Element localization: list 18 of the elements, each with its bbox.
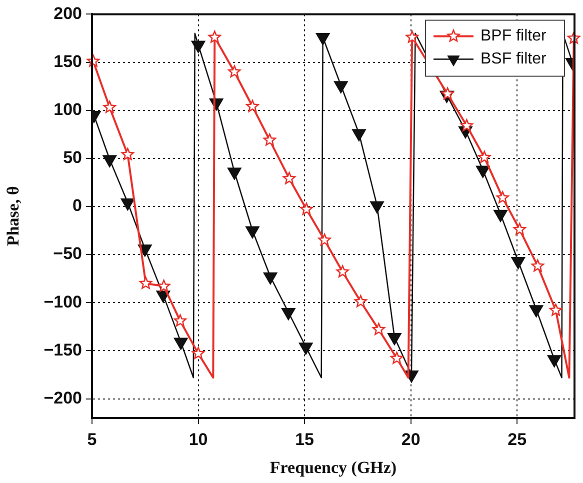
y-tick-label: 150 [54,52,82,71]
legend-label: BSF filter [480,50,547,68]
y-tick-label: 50 [63,148,82,168]
y-tick-label: −150 [44,340,82,360]
y-tick-label: −50 [53,244,82,264]
y-tick-label: −100 [44,292,82,312]
x-tick-label: 25 [508,430,527,449]
x-tick-label: 5 [87,430,97,449]
x-axis-title: Frequency (GHz) [270,458,397,478]
y-tick-label: 200 [54,4,82,23]
legend-label: BPF filter [480,28,547,45]
y-axis-title: Phase, θ [4,186,23,246]
x-tick-label: 15 [295,430,314,449]
y-tick-label: −200 [44,388,82,408]
y-tick-label: 100 [54,100,82,120]
x-tick-label: 10 [188,430,208,449]
x-tick-label: 20 [401,430,420,449]
y-tick-label: 0 [72,196,82,216]
